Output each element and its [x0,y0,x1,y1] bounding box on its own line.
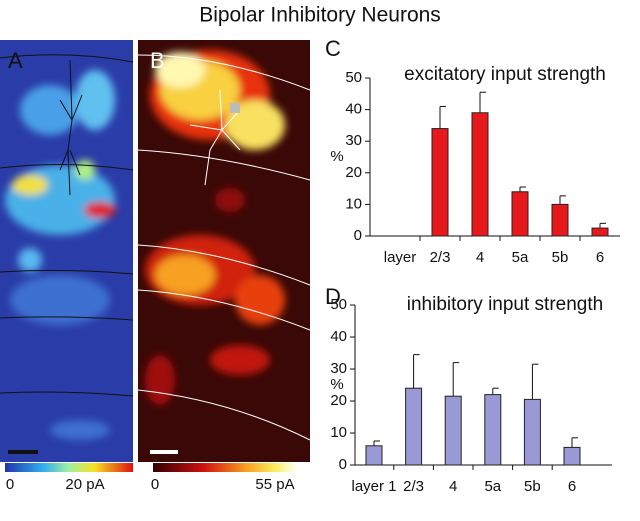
x-tick-label: 2/3 [430,249,451,266]
bar [471,112,489,237]
x-tick-label: 2/3 [403,478,424,495]
y-tick-label: 30 [345,132,362,149]
bar [444,395,462,466]
bar [591,227,609,237]
x-tick-label: 5a [512,249,529,266]
bar [365,445,383,466]
y-tick-label: 0 [339,456,347,473]
y-tick-label: 0 [354,227,362,244]
x-tick-label: 6 [596,249,604,266]
bar [431,128,449,237]
bar [563,446,581,466]
colorbar [153,463,297,472]
map-a: A [0,40,134,462]
y-tick-label: 40 [330,328,347,345]
bar [511,191,529,237]
x-tick-label: 4 [476,249,484,266]
chart-title: excitatory input strength [404,64,606,85]
bar [405,387,423,466]
colorbar-label: 55 pA [255,476,294,493]
map-b: B [137,40,311,462]
x-tick-label: 6 [568,478,576,495]
y-tick-label: 20 [345,164,362,181]
y-tick-label: 50 [345,69,362,86]
y-axis-label: % [330,376,343,393]
panel-label: A [8,48,23,73]
y-tick-label: 10 [345,195,362,212]
panel-label: D [325,284,341,309]
figure-title: Bipolar Inhibitory Neurons [199,4,441,27]
x-tick-label: layer [384,249,417,266]
y-tick-label: 40 [345,101,362,118]
bar [484,394,502,466]
bar [523,398,541,466]
panel-label: C [325,36,341,61]
colorbar-label: 0 [151,476,159,493]
y-tick-label: 10 [330,424,347,441]
colorbar-label: 0 [6,476,14,493]
x-tick-label: layer 1 [351,478,396,495]
bar [551,203,569,237]
x-tick-label: 5b [524,478,541,495]
panel-label: B [150,48,165,73]
y-tick-label: 50 [330,296,347,313]
y-axis-label: % [330,148,343,165]
chart-title: inhibitory input strength [407,294,603,315]
colorbar-label: 20 pA [65,476,104,493]
colorbar [5,463,133,472]
y-tick-label: 20 [330,392,347,409]
x-tick-label: 4 [449,478,457,495]
x-tick-label: 5a [484,478,501,495]
x-tick-label: 5b [552,249,569,266]
y-tick-label: 30 [330,360,347,377]
